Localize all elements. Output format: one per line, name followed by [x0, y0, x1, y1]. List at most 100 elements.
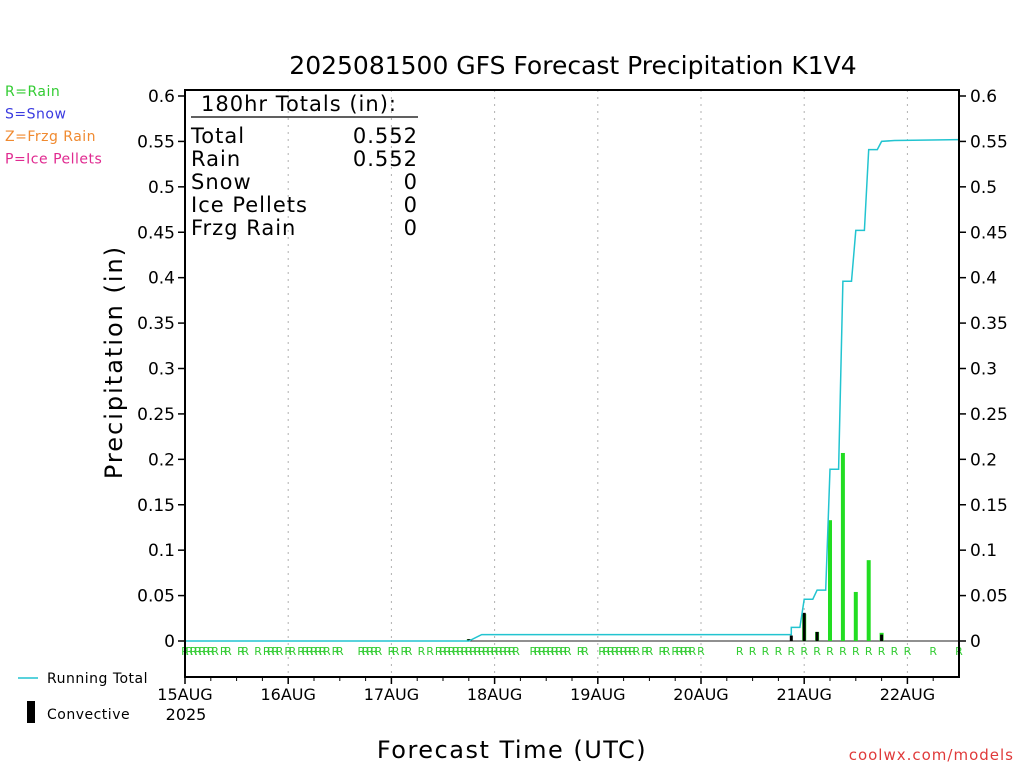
y-tick-label-left: 0.45: [137, 223, 175, 243]
x-tick-label: 22AUG: [880, 685, 935, 704]
y-tick-label-left: 0.15: [137, 496, 175, 516]
line-legend-label: Running Total: [47, 671, 148, 687]
x-tick-label: 16AUG: [260, 685, 315, 704]
ptype-mark: R: [611, 645, 619, 658]
ptype-mark: R: [357, 645, 365, 658]
ptype-mark: R: [904, 645, 912, 658]
ptype-legend: R=Rain S=Snow Z=Frzg Rain P=Ice Pellets: [5, 84, 102, 168]
ptype-mark: R: [284, 645, 292, 658]
ptype-mark: R: [508, 645, 516, 658]
totals-row-label: Rain: [191, 147, 241, 171]
ptype-mark: R: [581, 645, 589, 658]
ptype-mark: R: [469, 645, 477, 658]
ptype-mark: R: [577, 645, 585, 658]
totals-heading: 180hr Totals (in):: [201, 92, 397, 116]
ptype-mark: R: [474, 645, 482, 658]
running-total-line: [185, 138, 960, 642]
x-tick-label: 15AUG: [157, 685, 212, 704]
convective-bar: [880, 634, 884, 641]
ptype-mark: R: [461, 645, 469, 658]
y-tick-label-right: 0.3: [970, 360, 997, 380]
ptype-mark: R: [400, 645, 408, 658]
convective-bar: [467, 639, 471, 641]
y-tick-label-left: 0.6: [148, 87, 175, 107]
ptype-mark: R: [689, 645, 697, 658]
ptype-mark: R: [676, 645, 684, 658]
totals-row-value: 0: [404, 216, 418, 240]
ptype-mark: R: [366, 645, 374, 658]
ptype-mark: R: [628, 645, 636, 658]
ptype-mark: R: [504, 645, 512, 658]
ptype-mark: R: [435, 645, 443, 658]
ptype-mark: R: [302, 645, 310, 658]
ptype-mark: R: [220, 645, 228, 658]
y-tick-label-right: 0.15: [970, 496, 1008, 516]
ptype-mark: R: [443, 645, 451, 658]
ptype-mark: R: [538, 645, 546, 658]
y-tick-label-left: 0.4: [148, 269, 175, 289]
y-ticks: 0 00.05 0.050.1 0.10.15 0.150.2 0.20.25 0.250.…: [137, 87, 1008, 652]
rain-bar: [853, 591, 858, 641]
ptype-mark: R: [241, 645, 249, 658]
running-total-polyline: [185, 138, 960, 642]
bars: [466, 452, 884, 641]
totals-row-value: 0: [404, 170, 418, 194]
ptype-mark: R: [194, 645, 202, 658]
y-tick-label-left: 0.35: [137, 314, 175, 334]
ptype-mark: R: [787, 645, 795, 658]
x-tick-label: 18AUG: [467, 685, 522, 704]
ptype-legend-item: R=Rain: [5, 84, 60, 100]
ptype-mark: R: [362, 645, 370, 658]
ptype-mark: R: [448, 645, 456, 658]
ptype-mark: R: [426, 645, 434, 658]
y-tick-label-right: 0: [970, 632, 981, 652]
plot-frame: [184, 89, 960, 678]
ptype-mark: R: [641, 645, 649, 658]
x-tick-label: 17AUG: [364, 685, 419, 704]
ptype-mark: R: [736, 645, 744, 658]
totals-row-value: 0.552: [353, 124, 418, 148]
totals-row-label: Total: [190, 124, 245, 148]
ptype-mark: R: [405, 645, 413, 658]
ptype-mark: R: [839, 645, 847, 658]
y-tick-label-left: 0.2: [148, 450, 175, 470]
x-axis-label: Forecast Time (UTC): [377, 736, 647, 764]
ptype-mark: R: [607, 645, 615, 658]
totals-row-value: 0.552: [353, 147, 418, 171]
x-tick-label: 19AUG: [570, 685, 625, 704]
rain-bar: [828, 520, 832, 641]
totals-row-label: Frzg Rain: [191, 216, 296, 240]
rain-bar: [866, 560, 871, 641]
y-tick-label-right: 0.5: [970, 178, 997, 198]
ptype-mark: R: [418, 645, 426, 658]
totals-row-label: Ice Pellets: [191, 193, 308, 217]
y-tick-label-left: 0.05: [137, 587, 175, 607]
ptype-mark: R: [478, 645, 486, 658]
y-tick-label-right: 0.35: [970, 314, 1008, 334]
ptype-mark: R: [929, 645, 937, 658]
convective-legend-swatch: [27, 701, 35, 723]
ptype-mark: R: [697, 645, 705, 658]
y-tick-label-left: 0.25: [137, 405, 175, 425]
totals-row-label: Snow: [191, 170, 252, 194]
y-tick-label-right: 0.6: [970, 87, 997, 107]
y-tick-label-right: 0.1: [970, 541, 997, 561]
rain-bar: [840, 452, 845, 641]
ptype-mark: R: [289, 645, 297, 658]
ptype-mark: R: [392, 645, 400, 658]
line-legend-label: Convective: [47, 707, 130, 723]
ptype-mark: R: [314, 645, 322, 658]
ptype-mark: R: [529, 645, 537, 658]
ptype-mark: R: [319, 645, 327, 658]
convective-bar: [789, 635, 793, 641]
ptype-mark: R: [534, 645, 542, 658]
ptype-mark: R: [598, 645, 606, 658]
ptype-mark: R: [646, 645, 654, 658]
ptype-mark: R: [323, 645, 331, 658]
ptype-mark: R: [224, 645, 232, 658]
ptype-mark: R: [254, 645, 262, 658]
ptype-mark: R: [452, 645, 460, 658]
x-tick-sublabel: 2025: [166, 705, 207, 724]
chart-title: 2025081500 GFS Forecast Precipitation K1…: [289, 51, 856, 80]
